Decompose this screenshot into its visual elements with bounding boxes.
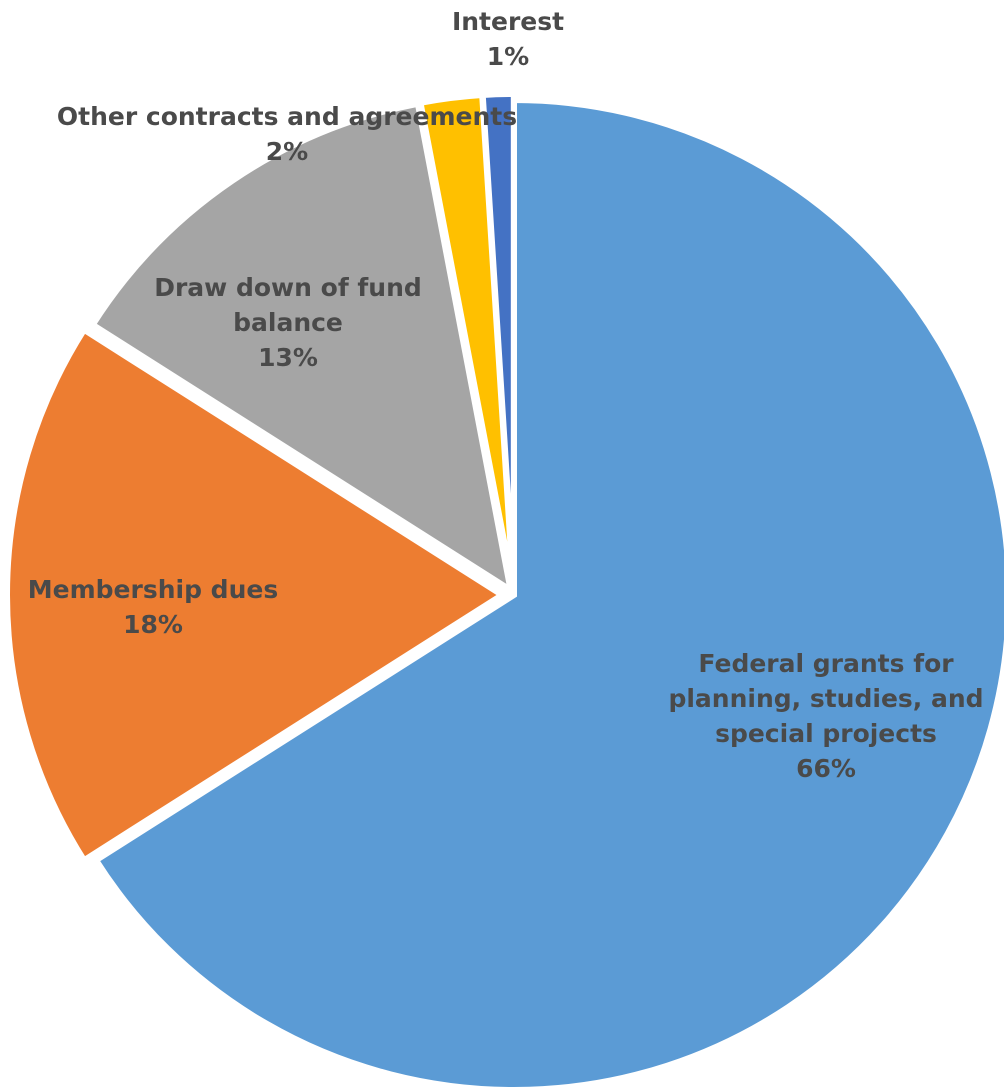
pie-slices xyxy=(4,91,1004,1092)
pie-slice-0 xyxy=(91,96,1004,1092)
slice-label-line: balance xyxy=(233,308,343,337)
slice-label-3: Other contracts and agreements 2% xyxy=(57,102,517,166)
pie-slice-1 xyxy=(4,325,508,865)
slice-label-line: Draw down of fund xyxy=(154,273,422,302)
slice-percent: 1% xyxy=(487,42,529,71)
slice-label-line: Interest xyxy=(452,7,564,36)
slice-label-2: Draw down of fund balance 13% xyxy=(154,273,422,372)
slice-percent: 18% xyxy=(123,610,183,639)
slice-label-0: Federal grants for planning, studies, and… xyxy=(668,649,983,783)
slice-label-line: Membership dues xyxy=(28,575,278,604)
slice-label-line: Federal grants for xyxy=(698,649,954,678)
slice-label-1: Membership dues 18% xyxy=(28,575,278,639)
slice-label-line: planning, studies, and xyxy=(668,684,983,713)
slice-label-4: Interest 1% xyxy=(452,7,564,71)
pie-slice-4 xyxy=(479,91,517,590)
pie-labels: Federal grants for planning, studies, and… xyxy=(28,7,984,783)
slice-label-line: special projects xyxy=(715,719,937,748)
slice-percent: 66% xyxy=(796,754,856,783)
slice-percent: 2% xyxy=(266,137,308,166)
pie-slice-2 xyxy=(88,100,515,597)
slice-percent: 13% xyxy=(258,343,318,372)
slice-label-line: Other contracts and agreements xyxy=(57,102,517,131)
